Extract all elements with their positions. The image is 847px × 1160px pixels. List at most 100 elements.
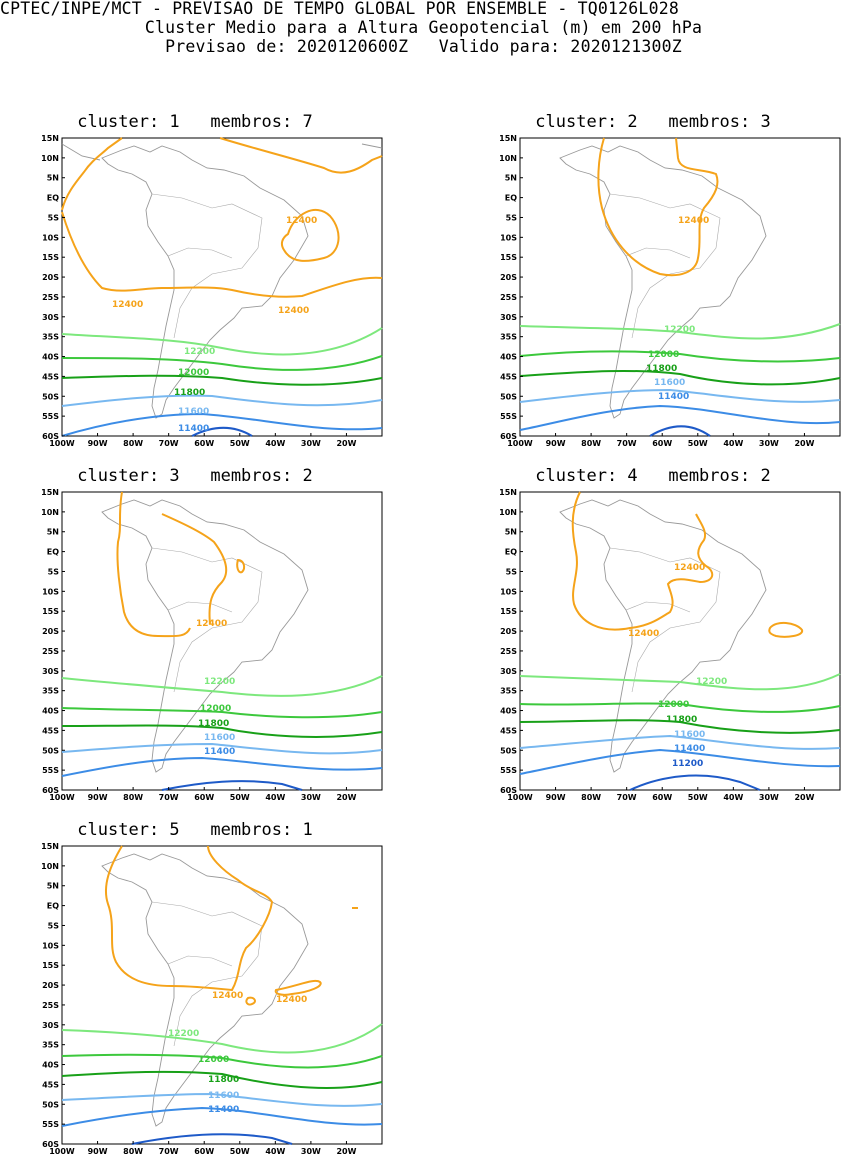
lon-tick-label: 30W	[301, 439, 321, 448]
lat-tick-label: 45S	[500, 372, 517, 381]
contour-label: 11600	[674, 730, 705, 740]
lon-tick-label: 30W	[759, 439, 779, 448]
cluster-title: cluster: 3 membros: 2	[77, 466, 313, 486]
lat-tick-label: 20S	[42, 627, 59, 636]
map-frame	[61, 137, 383, 437]
cluster-map: 12400 12400 12400 12200 12000 11800 1160…	[41, 134, 383, 448]
cluster-title: cluster: 1 membros: 7	[77, 112, 313, 132]
lon-tick-label: 80W	[123, 439, 143, 448]
lat-tick-label: 55S	[42, 766, 59, 775]
lat-tick-label: 45S	[42, 726, 59, 735]
lon-tick-label: 80W	[581, 793, 601, 802]
lon-tick-label: 40W	[723, 793, 743, 802]
lon-tick-label: 50W	[688, 439, 708, 448]
lat-tick-label: 55S	[42, 412, 59, 421]
cluster-panel-1: cluster: 1 membros: 7	[30, 112, 383, 452]
contour-label: 12400	[276, 995, 307, 1005]
contour-label: 11400	[674, 744, 705, 754]
lat-tick-label: 25S	[500, 647, 517, 656]
lat-tick-label: 10S	[42, 587, 59, 596]
lat-tick-label: 5S	[48, 921, 60, 930]
contour-labels: 12400 12200 12000 11800 11600 11400	[196, 619, 235, 757]
lat-tick-label: 40S	[42, 1061, 59, 1070]
coastline	[101, 499, 309, 773]
lat-tick-label: 25S	[500, 293, 517, 302]
lat-tick-label: 10S	[42, 233, 59, 242]
lon-tick-label: 50W	[688, 793, 708, 802]
lat-tick-label: 45S	[42, 372, 59, 381]
lat-tick-label: 35S	[42, 333, 59, 342]
lat-tick-label: 10N	[41, 862, 59, 871]
cluster-panel-5: cluster: 5 membros: 1 1	[30, 820, 383, 1160]
contours-cluster-2	[519, 137, 841, 437]
lon-tick-label: 100W	[49, 439, 75, 448]
lat-tick-label: 35S	[42, 687, 59, 696]
lat-tick-label: 40S	[500, 707, 517, 716]
contour-label: 12000	[200, 704, 231, 714]
axis-ticks: 15N 10N 5N EQ 5S 10S 15S 20S 25S 30S 35S 40S 45S 50S 5…	[499, 488, 814, 802]
lat-tick-label: 30S	[500, 313, 517, 322]
contour-label: 12400	[674, 563, 705, 573]
contour-label: 11400	[208, 1105, 239, 1115]
lon-tick-label: 60W	[652, 439, 672, 448]
contour-label: 11800	[198, 719, 229, 729]
lat-tick-label: 10N	[41, 508, 59, 517]
lat-tick-label: 30S	[42, 313, 59, 322]
lat-tick-label: 15N	[499, 134, 517, 143]
map-frame	[61, 491, 383, 791]
lat-tick-label: 60S	[500, 786, 517, 795]
lat-tick-label: 5N	[505, 174, 517, 183]
lat-tick-label: 35S	[500, 333, 517, 342]
lon-tick-label: 40W	[265, 1147, 285, 1156]
cluster-map: 12400 12400 12200 12000 11800 11600 1140…	[41, 842, 383, 1156]
lon-tick-label: 80W	[123, 793, 143, 802]
coastline	[559, 499, 767, 773]
lat-tick-label: 15S	[42, 253, 59, 262]
lon-tick-label: 90W	[88, 1147, 108, 1156]
contour-label: 12400	[286, 216, 317, 226]
cluster-panel-3: cluster: 3 membros: 2 12400	[30, 466, 383, 806]
lon-tick-label: 60W	[194, 1147, 214, 1156]
lon-tick-label: 20W	[336, 1147, 356, 1156]
lat-tick-label: 40S	[42, 353, 59, 362]
lon-tick-label: 100W	[507, 793, 533, 802]
lat-tick-label: 15N	[41, 134, 59, 143]
lat-tick-label: 30S	[42, 667, 59, 676]
contour-label: 12400	[678, 216, 709, 226]
contour-label: 12000	[648, 350, 679, 360]
coastline	[61, 143, 383, 419]
lat-tick-label: 20S	[42, 273, 59, 282]
contour-labels: 12400 12400 12200 12000 11800 11600 1140…	[168, 991, 307, 1115]
lat-tick-label: 20S	[500, 273, 517, 282]
lat-tick-label: 5N	[47, 528, 59, 537]
lon-tick-label: 90W	[546, 793, 566, 802]
axis-ticks: 15N 10N 5N EQ 5S 10S 15S 20S 25S 30S 35S 40S 45S 50S 5…	[41, 488, 356, 802]
lat-tick-label: 60S	[500, 432, 517, 441]
lon-tick-label: 70W	[159, 1147, 179, 1156]
cluster-panel-2: cluster: 2 membros: 3 12400 12200	[488, 112, 841, 452]
contour-labels: 12400 12400 12400 12200 12000 11800 1160…	[112, 216, 317, 434]
cluster-panel-4: cluster: 4 membros: 2 12400 12400	[488, 466, 841, 806]
header-title: CPTEC/INPE/MCT - PREVISAO DE TEMPO GLOBA…	[0, 0, 679, 18]
lat-tick-label: 5S	[48, 213, 60, 222]
lat-tick-label: 5N	[505, 528, 517, 537]
lat-tick-label: 15N	[41, 488, 59, 497]
lat-tick-label: 35S	[42, 1041, 59, 1050]
lat-tick-label: 45S	[42, 1080, 59, 1089]
contour-label: 12400	[278, 306, 309, 316]
lon-tick-label: 100W	[49, 793, 75, 802]
contour-label: 11400	[658, 392, 689, 402]
lon-tick-label: 80W	[123, 1147, 143, 1156]
lat-tick-label: 25S	[42, 647, 59, 656]
lat-tick-label: 50S	[42, 392, 59, 401]
contour-label: 12400	[112, 300, 143, 310]
contour-label: 11200	[672, 759, 703, 769]
lat-tick-label: 40S	[42, 707, 59, 716]
lon-tick-label: 90W	[88, 439, 108, 448]
contour-label: 12400	[212, 991, 243, 1001]
lat-tick-label: 55S	[42, 1120, 59, 1129]
lat-tick-label: 15S	[42, 607, 59, 616]
contour-label: 11400	[178, 424, 209, 434]
contour-label: 12200	[168, 1029, 199, 1039]
lat-tick-label: 10N	[499, 154, 517, 163]
